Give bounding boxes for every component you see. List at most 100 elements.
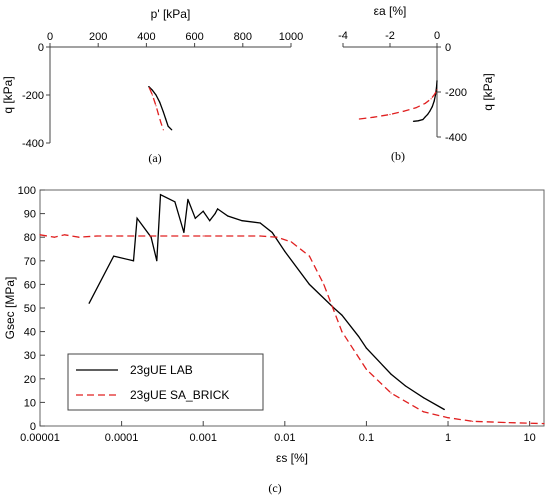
x-axis-title: p' [kPa] — [151, 7, 191, 21]
x-tick-label: 0.001 — [189, 432, 217, 444]
series-b-black-point — [435, 86, 438, 89]
series-c-lab-point — [390, 373, 392, 375]
y-tick-label: -200 — [445, 87, 467, 99]
x-tick-label: 200 — [89, 31, 107, 43]
series-c-sa-brick-point — [290, 241, 292, 243]
series-b-black-point — [433, 100, 435, 102]
y-tick-label: 40 — [24, 327, 36, 339]
series-a-red-point — [157, 113, 159, 115]
y-tick-label: 70 — [24, 256, 36, 268]
series-c-lab-point — [136, 217, 138, 219]
x-tick-label: 0.00001 — [20, 432, 60, 444]
series-c-lab-point — [202, 210, 204, 212]
series-b-black-point — [429, 110, 431, 112]
series-c-lab-point — [194, 217, 196, 219]
x-tick-label: 600 — [185, 31, 203, 43]
x-tick-label: -2 — [385, 30, 395, 42]
y-axis-title: q [kPa] — [481, 73, 495, 110]
series-a-red-point — [160, 122, 162, 124]
series-a-red — [148, 87, 164, 131]
series-a-red-point — [155, 105, 157, 107]
x-tick-label: 0 — [47, 31, 53, 43]
series-b-black — [413, 80, 438, 122]
x-axis-title: εa [%] — [374, 4, 407, 18]
series-b-red — [359, 89, 438, 120]
series-c-sa-brick-point — [543, 423, 545, 425]
y-tick-label: -400 — [445, 132, 467, 144]
series-a-black-point — [162, 111, 164, 113]
y-tick-label: 0 — [445, 42, 451, 54]
series-c-sa-brick-point — [259, 235, 261, 237]
series-a-black — [148, 86, 173, 131]
y-axis-title: q [kPa] — [1, 76, 15, 113]
series-c-sa-brick-point — [308, 255, 310, 257]
x-tick-label: 1 — [445, 432, 451, 444]
series-b-red-point — [434, 93, 436, 95]
legend-label: 23gUE LAB — [130, 363, 193, 377]
series-c-lab-point — [357, 335, 360, 337]
x-tick-label: 0 — [434, 30, 440, 42]
series-c-lab-point — [187, 198, 189, 200]
legend: 23gUE LAB 23gUE SA_BRICK — [67, 353, 264, 411]
series-c-lab-point — [150, 236, 152, 238]
series-c-sa-brick-point — [53, 236, 56, 238]
y-tick-label: 30 — [24, 350, 36, 362]
series-a-black-point — [165, 118, 167, 120]
series-c-lab-point — [422, 397, 425, 399]
y-tick-label: 0 — [30, 421, 36, 433]
series-c-sa-brick-point — [121, 235, 123, 237]
series-c-lab-point — [174, 201, 176, 203]
series-c-sa-brick-point — [96, 235, 98, 237]
series-c-lab-point — [183, 231, 185, 234]
x-tick-label: 10 — [524, 432, 536, 444]
series-c-lab-point — [209, 220, 211, 222]
series-b-black-point — [431, 106, 433, 108]
series-c-sa-brick-point — [39, 234, 41, 236]
y-tick-label: 50 — [24, 303, 36, 315]
x-axis-title: εs [%] — [276, 451, 308, 465]
series-c-lab-point — [159, 194, 162, 196]
series-c-lab-point — [88, 302, 90, 304]
y-tick-label: 60 — [24, 279, 36, 291]
y-tick-label: 20 — [24, 374, 36, 386]
x-tick-label: 800 — [234, 31, 252, 43]
x-tick-label: -4 — [338, 30, 348, 42]
series-c-sa-brick-point — [365, 368, 367, 370]
y-tick-label: 0 — [38, 42, 44, 54]
series-b-red-point — [403, 110, 405, 112]
y-tick-label: -400 — [22, 138, 44, 150]
series-b-black-point — [427, 113, 429, 116]
series-b-black-point — [424, 116, 426, 118]
series-c-lab-point — [271, 231, 273, 234]
series-c-sa-brick-point — [323, 283, 325, 285]
series-c-sa-brick-point — [64, 234, 66, 236]
series-b-red-point — [436, 89, 438, 91]
series-b-red-point — [430, 98, 432, 100]
panel-a-chart: 0 200 400 600 800 1000 0 -200 -400 p' [kPa] q [kPa… — [1, 7, 303, 165]
x-tick-label: 400 — [137, 31, 155, 43]
series-c-sa-brick-point — [447, 417, 449, 419]
series-c-sa-brick-point — [504, 421, 506, 424]
series-c-lab-point — [308, 283, 310, 285]
series-c-lab-point — [113, 255, 115, 257]
series-b-red-point — [389, 113, 391, 116]
series-a-black-point — [148, 86, 150, 88]
series-c-lab-point — [217, 208, 219, 210]
series-c-sa-brick-point — [472, 420, 474, 422]
series-c-lab-point — [156, 260, 158, 262]
series-a-red-point — [148, 87, 150, 89]
series-a-black-point — [155, 94, 157, 96]
caption-a: (a) — [148, 151, 161, 165]
y-tick-label: 100 — [18, 185, 36, 197]
series-b-red-point — [415, 107, 417, 109]
y-axis-title: Gsec [MPa] — [3, 277, 17, 340]
series-c-lab-point — [227, 215, 229, 217]
y-tick-label: 80 — [24, 232, 36, 244]
panel-c-chart: 0.00001 0.0001 0.001 0.01 0.1 1 10010203040506… — [3, 185, 545, 495]
x-tick-label: 0.1 — [359, 432, 374, 444]
series-c-sa-brick-point — [341, 331, 343, 333]
legend-label: 23gUE SA_BRICK — [130, 388, 229, 402]
x-tick-label: 1000 — [279, 31, 303, 43]
